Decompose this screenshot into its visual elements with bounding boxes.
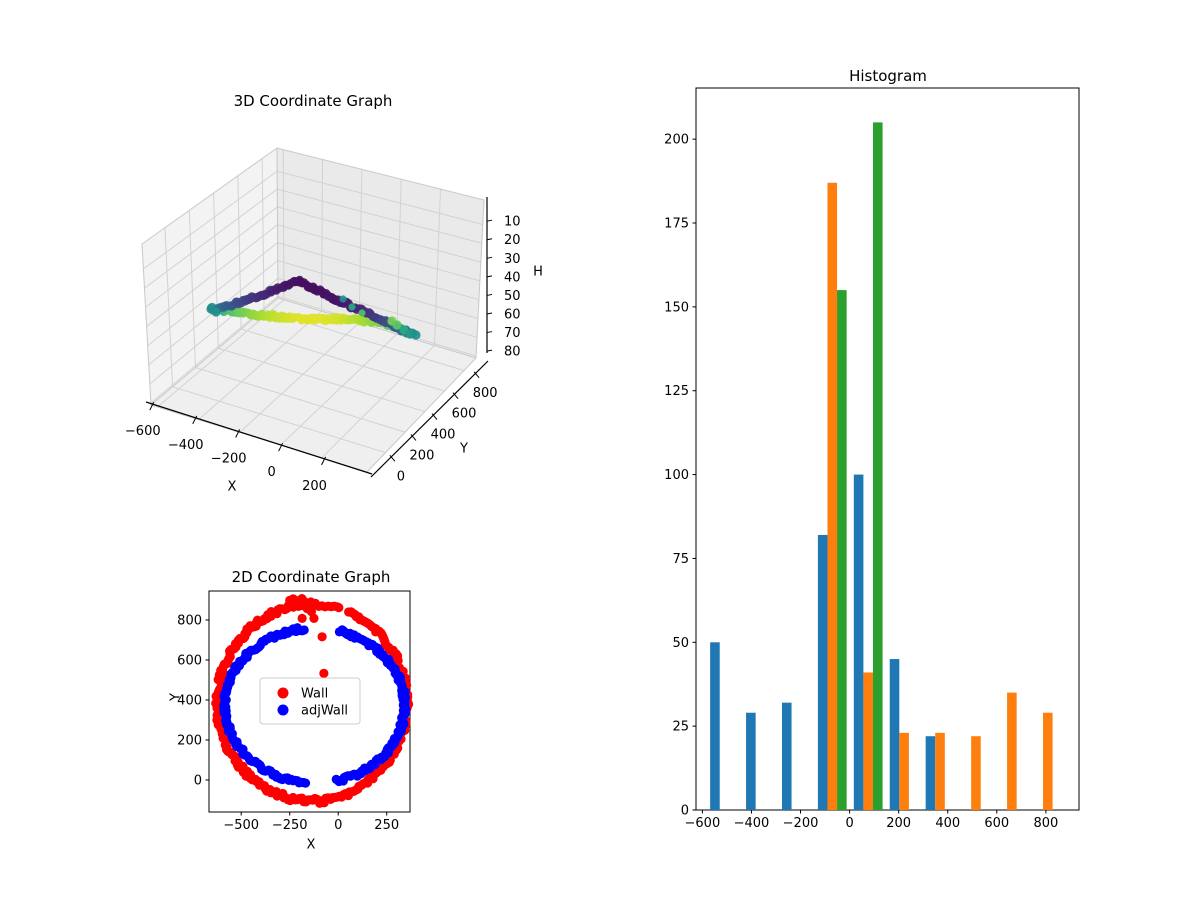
hist-bar — [1007, 692, 1017, 810]
hist-bar — [853, 474, 864, 810]
svg-text:800: 800 — [1033, 816, 1058, 831]
hist-bar — [746, 712, 756, 810]
svg-text:75: 75 — [672, 552, 689, 567]
hist-bar — [935, 732, 945, 810]
svg-text:175: 175 — [664, 217, 689, 232]
svg-text:−200: −200 — [783, 816, 819, 831]
svg-text:40: 40 — [504, 270, 521, 285]
legend-marker-wall — [277, 687, 289, 699]
svg-text:200: 200 — [302, 479, 327, 494]
svg-text:200: 200 — [664, 133, 689, 148]
svg-text:−250: −250 — [272, 818, 308, 833]
hist-bar — [781, 702, 792, 810]
axis-lines-3d — [145, 197, 489, 478]
scatter2d-ticks: −500 −250 0 250 0 200 400 600 800 — [177, 614, 399, 834]
hist-bar — [872, 122, 883, 810]
svg-text:200: 200 — [410, 448, 435, 463]
hist-bar — [889, 659, 900, 810]
svg-text:400: 400 — [177, 694, 202, 709]
scatter3d-plot: −600 −400 −200 0 200 0 200 400 600 800 10 20 30 40 50 6… — [125, 147, 521, 494]
svg-text:0: 0 — [194, 774, 202, 789]
svg-text:0: 0 — [681, 804, 689, 819]
svg-text:50: 50 — [672, 636, 689, 651]
svg-text:50: 50 — [504, 289, 521, 304]
svg-text:250: 250 — [374, 818, 399, 833]
plot3d-xaxis-label: X — [227, 479, 237, 495]
svg-text:0: 0 — [334, 818, 342, 833]
ticks-3d: −600 −400 −200 0 200 0 200 400 600 800 10 20 30 40 50 6… — [125, 215, 521, 494]
hist-bar — [863, 672, 873, 810]
svg-text:125: 125 — [664, 384, 689, 399]
svg-text:30: 30 — [504, 252, 521, 267]
svg-text:−400: −400 — [734, 816, 770, 831]
svg-text:0: 0 — [267, 465, 275, 480]
svg-text:400: 400 — [431, 428, 456, 443]
svg-text:100: 100 — [664, 468, 689, 483]
svg-text:150: 150 — [664, 300, 689, 315]
svg-text:−600: −600 — [125, 424, 161, 439]
wall-extra-points — [285, 594, 344, 679]
plot3d-zaxis-label: H — [533, 264, 543, 280]
histogram-plot: −600 −400 −200 0 200 400 600 800 0 25 50 75 100 125 15… — [664, 87, 1080, 831]
svg-text:0: 0 — [397, 469, 405, 484]
svg-text:20: 20 — [504, 233, 521, 248]
svg-text:600: 600 — [984, 816, 1009, 831]
histogram-title: Histogram — [849, 67, 927, 85]
hist-bar — [899, 732, 909, 810]
svg-text:200: 200 — [177, 734, 202, 749]
svg-text:adjWall: adjWall — [301, 704, 348, 719]
svg-text:−600: −600 — [685, 816, 721, 831]
histogram-bars — [710, 122, 1053, 811]
hist-bar — [925, 736, 936, 810]
plot2d-yaxis-label: Y — [168, 693, 184, 701]
svg-text:400: 400 — [935, 816, 960, 831]
svg-text:25: 25 — [672, 720, 689, 735]
plot2d-xaxis-label: X — [306, 837, 316, 853]
svg-text:800: 800 — [177, 614, 202, 629]
ring-adjWall — [219, 623, 411, 788]
svg-text:−400: −400 — [168, 438, 204, 453]
svg-text:−200: −200 — [211, 452, 247, 467]
svg-text:−500: −500 — [223, 818, 259, 833]
hist-bar — [837, 290, 847, 811]
histogram-ticks: −600 −400 −200 0 200 400 600 800 0 25 50 75 100 125 15… — [664, 133, 1058, 831]
svg-text:80: 80 — [504, 345, 521, 360]
hist-bar — [827, 182, 838, 810]
hist-bar — [971, 736, 981, 810]
svg-text:Wall: Wall — [301, 687, 328, 702]
legend-marker-adjwall — [277, 704, 289, 716]
svg-text:10: 10 — [504, 215, 521, 230]
svg-text:200: 200 — [886, 816, 911, 831]
scatter2d-plot: −500 −250 0 250 0 200 400 600 800 Wall adjWall — [177, 590, 414, 834]
plot2d-title: 2D Coordinate Graph — [231, 568, 391, 586]
svg-text:800: 800 — [473, 386, 498, 401]
legend: Wall adjWall — [259, 677, 361, 725]
scatter3d-points — [206, 275, 421, 340]
hist-bar — [1043, 712, 1053, 810]
svg-text:600: 600 — [177, 654, 202, 669]
hist-bar — [817, 534, 828, 810]
plot3d-title: 3D Coordinate Graph — [233, 92, 393, 110]
hist-bar — [710, 642, 720, 810]
svg-text:600: 600 — [452, 407, 477, 422]
svg-text:60: 60 — [504, 308, 521, 323]
svg-text:0: 0 — [845, 816, 853, 831]
plot3d-yaxis-label: Y — [460, 441, 468, 457]
svg-text:70: 70 — [504, 326, 521, 341]
